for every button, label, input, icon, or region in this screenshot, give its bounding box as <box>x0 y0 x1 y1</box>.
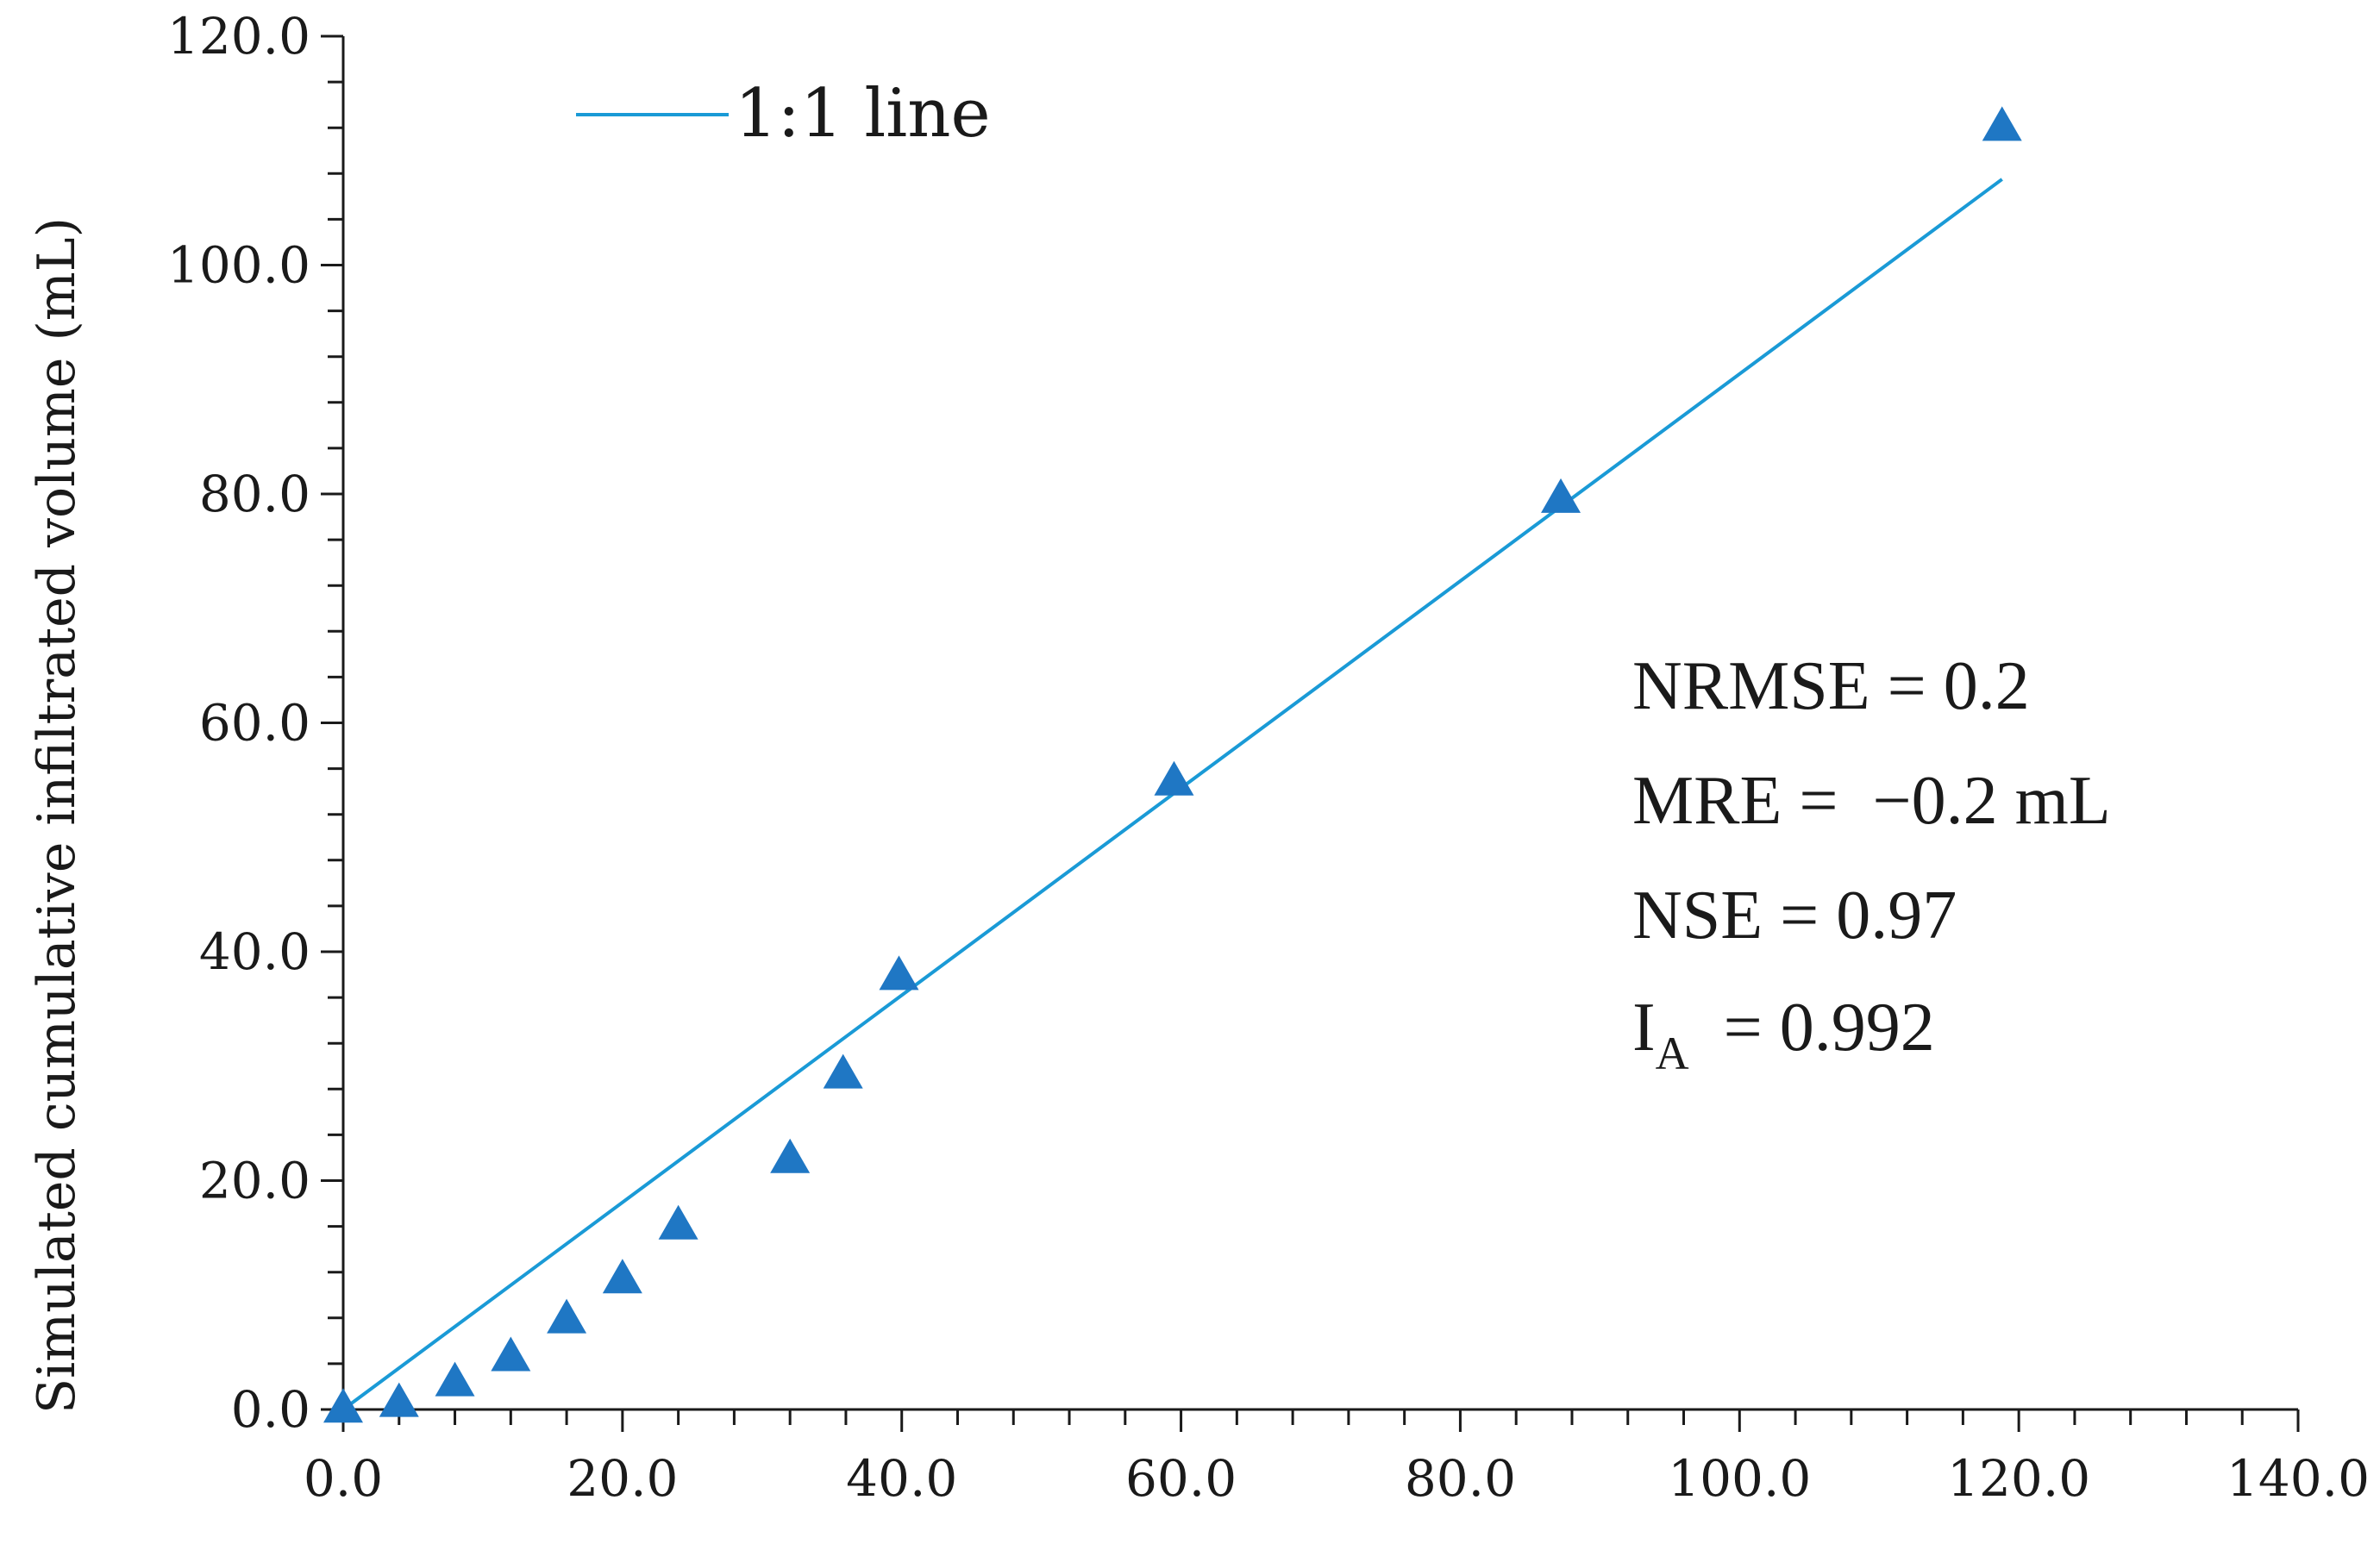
x-tick-label: 140.0 <box>2227 1449 2370 1508</box>
triangle-marker <box>491 1336 531 1372</box>
y-tick-labels: 0.0 20.0 40.0 60.0 80.0 100.0 120.0 <box>167 7 310 1439</box>
ia-value: = 0.992 <box>1689 990 1935 1066</box>
nrmse-annotation: NRMSE = 0.2 <box>1632 648 2030 724</box>
y-tick-label: 80.0 <box>199 465 310 523</box>
axes <box>321 34 2300 1432</box>
legend-label: 1:1 line <box>735 75 991 153</box>
triangle-marker <box>323 1388 363 1423</box>
y-axis-title: Simulated cumulative infiltrated volume … <box>27 217 87 1414</box>
ia-annotation: IA = 0.992 <box>1632 990 1935 1079</box>
x-tick-label: 100.0 <box>1668 1449 1811 1508</box>
y-tick-label: 100.0 <box>167 236 310 295</box>
x-tick-label: 80.0 <box>1405 1449 1516 1508</box>
x-tick-labels: 0.0 20.0 40.0 60.0 80.0 100.0 120.0 140.0 <box>304 1449 2370 1508</box>
legend: 1:1 line <box>576 75 991 153</box>
statistics-annotations: NRMSE = 0.2 MRE = −0.2 mL NSE = 0.97 IA … <box>1632 648 2111 1079</box>
triangle-marker <box>1982 106 2022 141</box>
triangle-marker <box>1154 760 1194 796</box>
x-tick-label: 40.0 <box>846 1449 957 1508</box>
x-tick-label: 60.0 <box>1125 1449 1237 1508</box>
triangle-marker <box>1541 478 1581 513</box>
triangle-marker <box>435 1361 475 1397</box>
nse-annotation: NSE = 0.97 <box>1632 878 1957 953</box>
y-tick-label: 20.0 <box>199 1152 310 1210</box>
triangle-marker <box>879 955 919 991</box>
x-tick-label: 120.0 <box>1947 1449 2090 1508</box>
triangle-marker <box>658 1204 698 1240</box>
ia-symbol: I <box>1632 990 1656 1066</box>
ia-subscript: A <box>1656 1028 1689 1079</box>
x-tick-label: 20.0 <box>567 1449 678 1508</box>
triangle-marker <box>770 1138 811 1173</box>
triangle-marker <box>823 1053 863 1089</box>
y-tick-label: 120.0 <box>167 7 310 66</box>
triangle-marker <box>547 1298 587 1334</box>
triangle-marker <box>602 1259 642 1294</box>
triangle-marker <box>379 1382 419 1417</box>
y-tick-label: 0.0 <box>231 1380 310 1439</box>
data-markers <box>323 106 2022 1423</box>
y-tick-label: 40.0 <box>199 922 310 981</box>
x-tick-label: 0.0 <box>304 1449 383 1508</box>
y-tick-label: 60.0 <box>199 694 310 753</box>
mre-annotation: MRE = −0.2 mL <box>1632 763 2111 839</box>
